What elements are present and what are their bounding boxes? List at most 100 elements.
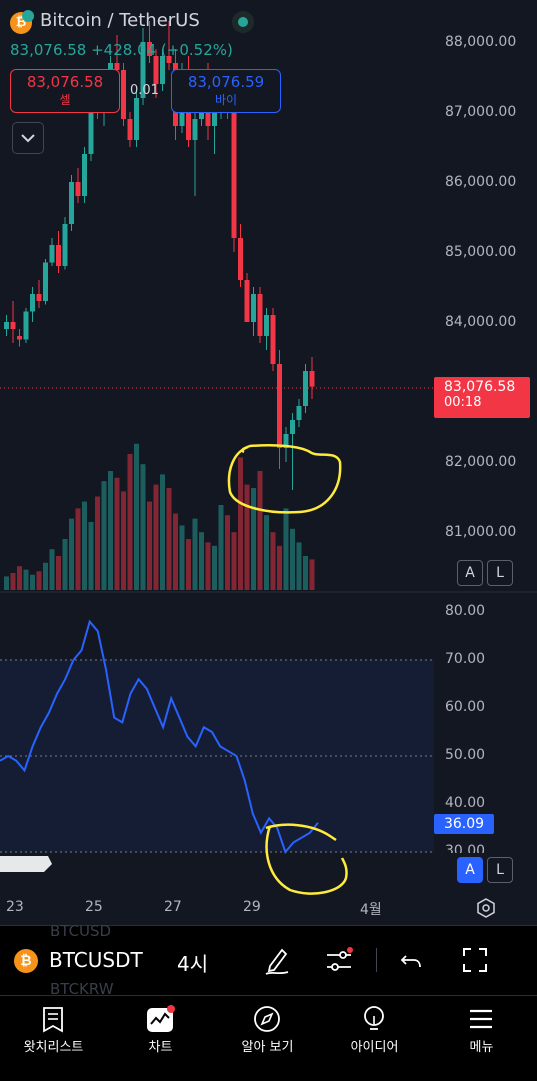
candle-body (303, 371, 308, 406)
pen-icon[interactable] (262, 944, 292, 976)
volume-bar (192, 518, 198, 590)
candle-body (166, 56, 172, 63)
toolbar-divider (376, 948, 377, 972)
rsi-line (0, 619, 319, 854)
candle-body (277, 364, 282, 448)
candle-body (153, 56, 159, 84)
nav-label: 차트 (148, 1040, 173, 1055)
volume-bar (153, 484, 159, 590)
interval-selector[interactable]: 4시 (177, 952, 209, 976)
volume-bar (277, 545, 282, 590)
volume-bar (134, 443, 139, 590)
menu-icon (470, 1009, 492, 1029)
volume-bar (251, 488, 256, 590)
price-axis-label: 87,000.00 (445, 104, 517, 120)
volume-bar (49, 549, 55, 590)
candle-body (290, 420, 295, 434)
volume-bar (23, 569, 29, 590)
price-axis-label: 82,000.00 (445, 454, 517, 470)
chart-canvas[interactable] (0, 0, 537, 925)
current-price-tag: 83,076.58 00:18 (434, 377, 530, 418)
price-axis-label: 81,000.00 (445, 524, 517, 540)
spread-value: 0.01 (130, 83, 159, 98)
candle-body (30, 294, 35, 312)
volume-bar (303, 556, 308, 590)
rsi-log-scale-button[interactable]: L (487, 857, 513, 883)
volume-bar (127, 454, 133, 590)
compass-icon (254, 1006, 280, 1032)
nav-label: 메뉴 (469, 1040, 494, 1055)
volume-bar (231, 532, 237, 590)
volume-bars (4, 443, 315, 590)
volume-bar (309, 559, 315, 590)
volume-bar (10, 573, 16, 590)
chart-icon (147, 1005, 175, 1032)
price-annotation-circle (227, 444, 342, 514)
watermark-text: BTCUSD (50, 922, 112, 940)
rsi-auto-scale-button[interactable]: A (457, 857, 483, 883)
candle-body (69, 182, 74, 224)
rsi-axis-label: 50.00 (445, 747, 486, 763)
fullscreen-icon[interactable] (461, 946, 489, 974)
volume-bar (36, 571, 42, 590)
rsi-axis-label: 70.00 (445, 651, 486, 667)
volume-bar (218, 505, 224, 590)
candle-body (251, 294, 256, 322)
candle-body (82, 154, 87, 196)
symbol-title[interactable]: Bitcoin / TetherUS (40, 10, 200, 31)
symbol-search[interactable]: BTCUSDT (49, 948, 143, 972)
volume-bar (264, 515, 269, 590)
price-axis-label: 86,000.00 (445, 174, 517, 190)
candle-body (212, 112, 217, 126)
settings-hexagon-icon (477, 898, 495, 918)
candle-body (4, 322, 9, 329)
nav-label: 왓치리스트 (23, 1040, 84, 1055)
candle-body (160, 56, 165, 84)
candle-body (257, 294, 263, 336)
buy-price: 83,076.59 (187, 73, 265, 91)
price-axis-label: 88,000.00 (445, 34, 517, 50)
candle-body (192, 119, 198, 140)
time-axis-label: 27 (164, 899, 182, 915)
current-price-value: 83,076.58 (444, 379, 516, 395)
bitcoin-icon[interactable]: ₿ (14, 949, 38, 973)
candle-body (127, 119, 133, 140)
volume-bar (296, 542, 302, 590)
rsi-axis-label: 30.00 (445, 843, 486, 853)
watchlist-icon (43, 1007, 63, 1033)
log-scale-button[interactable]: L (487, 560, 513, 586)
rsi-current-value: 36.09 (434, 814, 494, 834)
indicators-icon[interactable] (324, 946, 354, 976)
volume-bar (30, 574, 35, 590)
chevron-down-icon (21, 134, 35, 143)
chart-settings-button[interactable] (474, 896, 498, 920)
undo-icon[interactable] (398, 948, 424, 974)
volume-bar (244, 484, 250, 590)
candle-body (134, 98, 139, 140)
candle-body (88, 105, 94, 154)
candle-body (23, 311, 29, 340)
volume-bar (166, 488, 172, 590)
collapse-toggle-button[interactable] (12, 122, 44, 154)
time-axis-label: 4월 (360, 902, 382, 918)
candle-body (270, 315, 276, 364)
bottom-navigation: 왓치리스트 차트 알아 보기 아이디어 메뉴 (0, 995, 537, 1081)
volume-bar (75, 508, 81, 590)
candle-body (56, 245, 61, 266)
volume-bar (270, 532, 276, 590)
candle-body (296, 406, 302, 420)
candle-body (147, 42, 152, 56)
volume-bar (108, 471, 113, 590)
volume-bar (95, 496, 100, 590)
candle-body (121, 70, 126, 119)
candle-body (140, 42, 146, 98)
candle-body (10, 322, 16, 329)
auto-scale-button[interactable]: A (457, 560, 483, 586)
volume-bar (69, 518, 74, 590)
candle-body (49, 245, 55, 263)
buy-button[interactable]: 83,076.59 바이 (171, 69, 281, 113)
volume-bar (290, 528, 295, 590)
market-status-icon[interactable] (232, 11, 254, 33)
sell-button[interactable]: 83,076.58 셀 (10, 69, 120, 113)
volume-bar (205, 542, 211, 590)
